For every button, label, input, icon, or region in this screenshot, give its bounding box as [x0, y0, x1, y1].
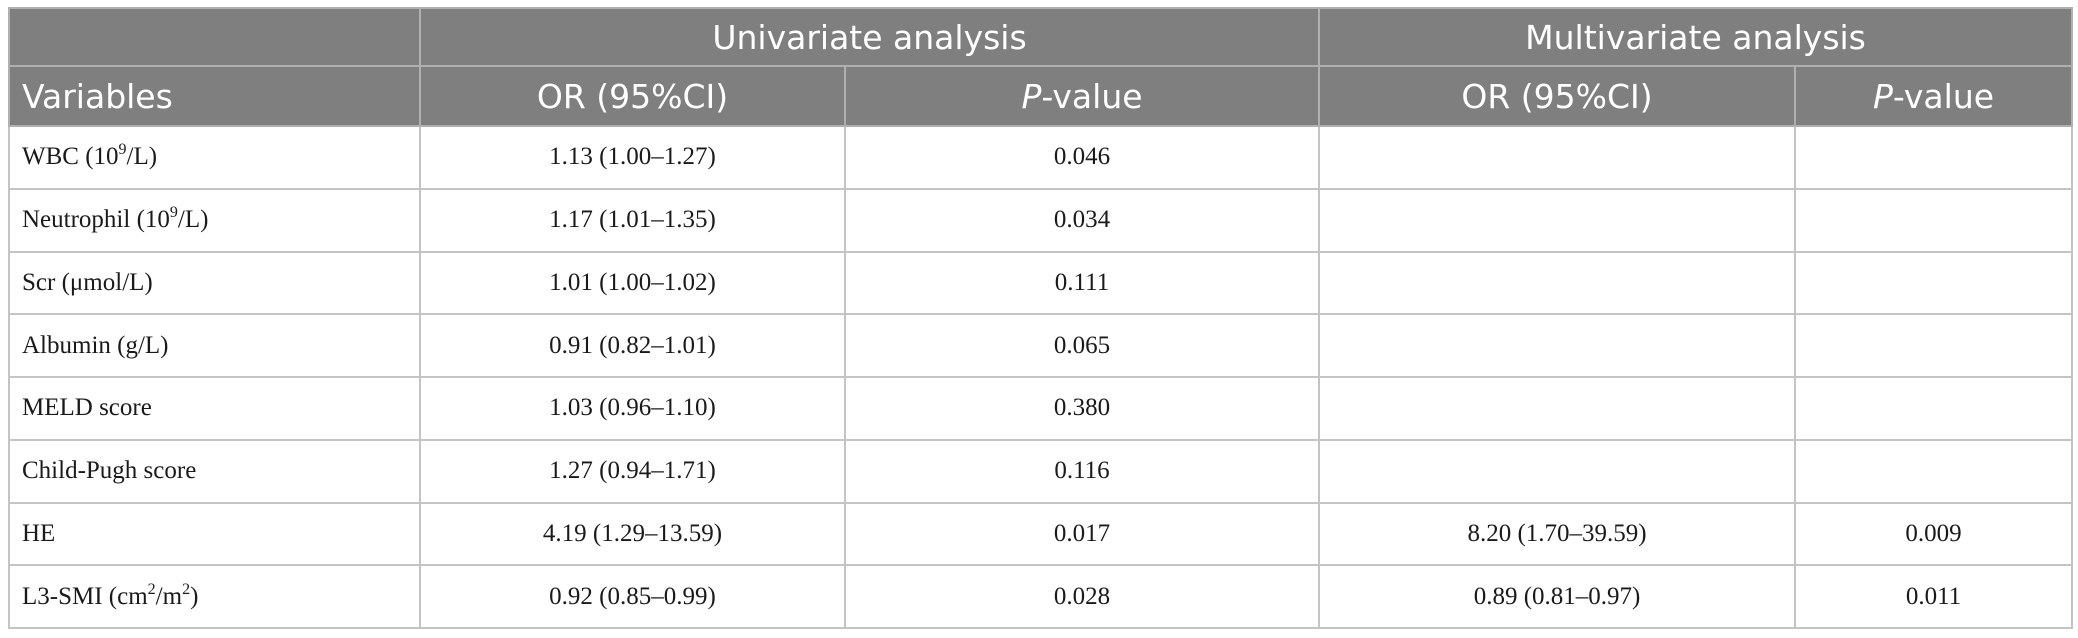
- variable-cell: Scr (μmol/L): [8, 250, 421, 316]
- multivariate-or-cell: [1318, 376, 1797, 441]
- multivariate-p-cell: 0.009: [1794, 501, 2074, 567]
- univariate-p-cell: 0.046: [843, 125, 1321, 190]
- variables-header: Variables: [8, 65, 421, 127]
- univariate-p-cell: 0.017: [843, 501, 1321, 567]
- multivariate-or-cell: [1318, 313, 1797, 378]
- univariate-or-cell: 0.91 (0.82–1.01): [419, 313, 846, 378]
- multivariate-p-cell: [1794, 125, 2074, 190]
- variable-text: ): [190, 582, 199, 610]
- multivariate-p-cell: [1794, 250, 2074, 316]
- table-row: MELD score 1.03 (0.96–1.10) 0.380: [8, 376, 2074, 441]
- univariate-p-cell: 0.380: [843, 376, 1321, 441]
- variable-text: L3-SMI (cm: [22, 582, 148, 610]
- superscript: 9: [118, 141, 127, 159]
- multivariate-p-cell: [1794, 187, 2074, 253]
- variable-cell: HE: [8, 501, 421, 567]
- variable-cell: Neutrophil (109/L): [8, 187, 421, 253]
- table-row: Child-Pugh score 1.27 (0.94–1.71) 0.116: [8, 438, 2074, 504]
- variable-text: WBC (10: [22, 143, 119, 171]
- variable-cell: Child-Pugh score: [8, 438, 421, 504]
- univariate-p-header: P-value: [843, 65, 1321, 127]
- univariate-or-cell: 4.19 (1.29–13.59): [419, 501, 846, 567]
- table-row: Neutrophil (109/L) 1.17 (1.01–1.35) 0.034: [8, 187, 2074, 253]
- p-suffix: -value: [1041, 76, 1143, 116]
- variable-text: Albumin (g/L): [22, 331, 169, 359]
- multivariate-p-cell: [1794, 376, 2074, 441]
- column-header-row: Variables OR (95%CI) P-value OR (95%CI) …: [8, 65, 2074, 127]
- univariate-or-cell: 1.27 (0.94–1.71): [419, 438, 846, 504]
- univariate-p-cell: 0.111: [843, 250, 1321, 316]
- table-row: WBC (109/L) 1.13 (1.00–1.27) 0.046: [8, 125, 2074, 190]
- univariate-p-cell: 0.034: [843, 187, 1321, 253]
- table-row: Scr (μmol/L) 1.01 (1.00–1.02) 0.111: [8, 250, 2074, 316]
- variable-text: HE: [22, 519, 56, 547]
- multivariate-or-cell: 8.20 (1.70–39.59): [1318, 501, 1797, 567]
- multivariate-p-cell: [1794, 438, 2074, 504]
- multivariate-or-cell: [1318, 438, 1797, 504]
- superscript: 2: [147, 580, 156, 598]
- table-row: L3-SMI (cm2/m2) 0.92 (0.85–0.99) 0.028 0.89…: [8, 564, 2074, 629]
- multivariate-or-cell: [1318, 187, 1797, 253]
- variable-cell: WBC (109/L): [8, 125, 421, 190]
- variable-text: Scr (μmol/L): [22, 268, 153, 296]
- results-table: Univariate analysis Multivariate analysi…: [8, 7, 2074, 629]
- univariate-or-cell: 1.17 (1.01–1.35): [419, 187, 846, 253]
- univariate-p-cell: 0.065: [843, 313, 1321, 378]
- univariate-or-cell: 1.01 (1.00–1.02): [419, 250, 846, 316]
- variable-text: /L): [177, 206, 209, 234]
- table-row: HE 4.19 (1.29–13.59) 0.017 8.20 (1.70–39.59…: [8, 501, 2074, 567]
- multivariate-p-header: P-value: [1794, 65, 2074, 127]
- variable-text: Child-Pugh score: [22, 457, 197, 485]
- univariate-or-header: OR (95%CI): [419, 65, 846, 127]
- multivariate-p-cell: [1794, 313, 2074, 378]
- superscript: 2: [182, 580, 191, 598]
- superscript: 9: [169, 204, 178, 222]
- variable-text: Neutrophil (10: [22, 206, 170, 234]
- multivariate-p-cell: 0.011: [1794, 564, 2074, 629]
- multivariate-or-cell: [1318, 125, 1797, 190]
- univariate-p-cell: 0.116: [843, 438, 1321, 504]
- univariate-or-cell: 1.03 (0.96–1.10): [419, 376, 846, 441]
- variable-cell: Albumin (g/L): [8, 313, 421, 378]
- empty-header-cell: [8, 7, 421, 67]
- variable-cell: MELD score: [8, 376, 421, 441]
- variable-text: /L): [126, 143, 158, 171]
- multivariate-group-header: Multivariate analysis: [1318, 7, 2074, 67]
- variable-cell: L3-SMI (cm2/m2): [8, 564, 421, 629]
- univariate-group-header: Univariate analysis: [418, 7, 1321, 67]
- variable-text: MELD score: [22, 394, 152, 422]
- table-row: Albumin (g/L) 0.91 (0.82–1.01) 0.065: [8, 313, 2074, 378]
- variable-text: /m: [155, 582, 183, 610]
- group-header-row: Univariate analysis Multivariate analysi…: [8, 7, 2074, 67]
- multivariate-or-cell: [1318, 250, 1797, 316]
- multivariate-or-header: OR (95%CI): [1318, 65, 1797, 127]
- p-letter: P: [1872, 76, 1893, 116]
- univariate-or-cell: 0.92 (0.85–0.99): [419, 564, 846, 629]
- p-letter: P: [1021, 76, 1042, 116]
- univariate-p-cell: 0.028: [843, 564, 1321, 629]
- p-suffix: -value: [1892, 76, 1995, 116]
- multivariate-or-cell: 0.89 (0.81–0.97): [1318, 564, 1797, 629]
- univariate-or-cell: 1.13 (1.00–1.27): [419, 125, 846, 190]
